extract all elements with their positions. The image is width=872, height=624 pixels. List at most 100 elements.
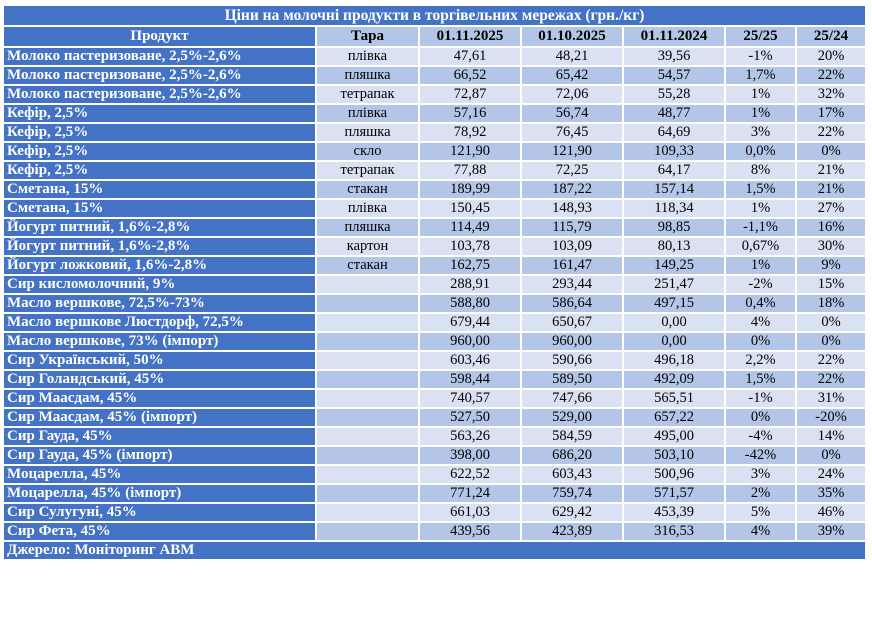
value-cell: 657,22 bbox=[622, 407, 726, 428]
value-cell: 759,74 bbox=[520, 483, 624, 504]
product-cell: Кефір, 2,5% bbox=[2, 141, 317, 162]
value-cell: -42% bbox=[724, 445, 797, 466]
product-cell: Сир Гауда, 45% (імпорт) bbox=[2, 445, 317, 466]
table-row: Моцарелла, 45% 622,52 603,43 500,96 3% 24% bbox=[2, 464, 868, 485]
value-cell: 148,93 bbox=[520, 198, 624, 219]
column-header-6: 25/24 bbox=[794, 25, 868, 48]
value-cell bbox=[315, 464, 420, 485]
value-cell: 589,50 bbox=[520, 369, 624, 390]
column-header-3: 01.10.2025 bbox=[520, 25, 624, 48]
product-cell: Йогурт питний, 1,6%-2,8% bbox=[2, 217, 317, 238]
product-cell: Масло вершкове Люстдорф, 72,5% bbox=[2, 312, 317, 333]
value-cell: 103,78 bbox=[418, 236, 522, 257]
value-cell bbox=[315, 407, 420, 428]
product-cell: Молоко пастеризоване, 2,5%-2,6% bbox=[2, 46, 317, 67]
value-cell bbox=[315, 369, 420, 390]
value-cell bbox=[315, 483, 420, 504]
value-cell: 423,89 bbox=[520, 521, 624, 542]
value-cell: 14% bbox=[794, 426, 868, 447]
value-cell: 15% bbox=[794, 274, 868, 295]
value-cell: 39% bbox=[794, 521, 868, 542]
table-row: Моцарелла, 45% (імпорт) 771,24 759,74 571,5… bbox=[2, 483, 868, 504]
product-cell: Сметана, 15% bbox=[2, 179, 317, 200]
value-cell: 288,91 bbox=[418, 274, 522, 295]
value-cell: 55,28 bbox=[622, 84, 726, 105]
product-cell: Кефір, 2,5% bbox=[2, 122, 317, 143]
value-cell: 740,57 bbox=[418, 388, 522, 409]
value-cell: 1% bbox=[724, 84, 797, 105]
value-cell: 0,00 bbox=[622, 331, 726, 352]
value-cell: плівка bbox=[315, 46, 420, 67]
value-cell: 161,47 bbox=[520, 255, 624, 276]
value-cell: 0,67% bbox=[724, 236, 797, 257]
value-cell: 121,90 bbox=[520, 141, 624, 162]
value-cell: 398,00 bbox=[418, 445, 522, 466]
column-header-5: 25/25 bbox=[724, 25, 797, 48]
value-cell: 47,61 bbox=[418, 46, 522, 67]
value-cell: 0% bbox=[794, 331, 868, 352]
table-row: Сир Український, 50% 603,46 590,66 496,18 2,… bbox=[2, 350, 868, 371]
table-row: Молоко пастеризоване, 2,5%-2,6% плівка 47,… bbox=[2, 46, 868, 67]
value-cell: 66,52 bbox=[418, 65, 522, 86]
value-cell: 0% bbox=[794, 312, 868, 333]
value-cell: 527,50 bbox=[418, 407, 522, 428]
product-cell: Молоко пастеризоване, 2,5%-2,6% bbox=[2, 84, 317, 105]
value-cell: 72,25 bbox=[520, 160, 624, 181]
value-cell: 4% bbox=[724, 312, 797, 333]
table-row: Молоко пастеризоване, 2,5%-2,6% тетрапак 7… bbox=[2, 84, 868, 105]
value-cell: 679,44 bbox=[418, 312, 522, 333]
value-cell: 65,42 bbox=[520, 65, 624, 86]
value-cell: 64,17 bbox=[622, 160, 726, 181]
table-row: Масло вершкове, 73% (імпорт) 960,00 960,00… bbox=[2, 331, 868, 352]
value-cell: 22% bbox=[794, 65, 868, 86]
table-row: Йогурт ложковий, 1,6%-2,8% стакан 162,75 16… bbox=[2, 255, 868, 276]
value-cell: 157,14 bbox=[622, 179, 726, 200]
value-cell: 497,15 bbox=[622, 293, 726, 314]
value-cell: 495,00 bbox=[622, 426, 726, 447]
value-cell: 80,13 bbox=[622, 236, 726, 257]
value-cell: 598,44 bbox=[418, 369, 522, 390]
value-cell: 31% bbox=[794, 388, 868, 409]
value-cell: 1,5% bbox=[724, 179, 797, 200]
value-cell: тетрапак bbox=[315, 160, 420, 181]
value-cell: стакан bbox=[315, 179, 420, 200]
value-cell: пляшка bbox=[315, 217, 420, 238]
table-row: Кефір, 2,5% тетрапак 77,88 72,25 64,17 8% 21% bbox=[2, 160, 868, 181]
value-cell: 529,00 bbox=[520, 407, 624, 428]
value-cell: 77,88 bbox=[418, 160, 522, 181]
value-cell: 39,56 bbox=[622, 46, 726, 67]
value-cell: -1% bbox=[724, 388, 797, 409]
source-row: Джерело: Моніторинг АВМ bbox=[1, 540, 868, 561]
product-cell: Йогурт ложковий, 1,6%-2,8% bbox=[2, 255, 317, 276]
value-cell: 571,57 bbox=[622, 483, 726, 504]
table-body: Молоко пастеризоване, 2,5%-2,6% плівка 47,… bbox=[2, 46, 868, 542]
value-cell: 22% bbox=[794, 369, 868, 390]
table-row: Сир Сулугуні, 45% 661,03 629,42 453,39 5% 46% bbox=[2, 502, 868, 523]
title-row: Ціни на молочні продукти в торгівельних … bbox=[1, 4, 868, 27]
value-cell: 622,52 bbox=[418, 464, 522, 485]
product-cell: Масло вершкове, 72,5%-73% bbox=[2, 293, 317, 314]
value-cell: 20% bbox=[794, 46, 868, 67]
product-cell: Моцарелла, 45% (імпорт) bbox=[2, 483, 317, 504]
value-cell: 453,39 bbox=[622, 502, 726, 523]
table-row: Кефір, 2,5% пляшка 78,92 76,45 64,69 3% 22% bbox=[2, 122, 868, 143]
value-cell: 187,22 bbox=[520, 179, 624, 200]
value-cell bbox=[315, 388, 420, 409]
value-cell: 98,85 bbox=[622, 217, 726, 238]
product-cell: Кефір, 2,5% bbox=[2, 160, 317, 181]
value-cell: 439,56 bbox=[418, 521, 522, 542]
value-cell: 1,7% bbox=[724, 65, 797, 86]
table-row: Сир Маасдам, 45% (імпорт) 527,50 529,00 657… bbox=[2, 407, 868, 428]
value-cell: 1% bbox=[724, 255, 797, 276]
value-cell: картон bbox=[315, 236, 420, 257]
table-row: Сир Фета, 45% 439,56 423,89 316,53 4% 39% bbox=[2, 521, 868, 542]
value-cell: 492,09 bbox=[622, 369, 726, 390]
product-cell: Молоко пастеризоване, 2,5%-2,6% bbox=[2, 65, 317, 86]
value-cell: 21% bbox=[794, 179, 868, 200]
value-cell: -1% bbox=[724, 46, 797, 67]
value-cell: 603,46 bbox=[418, 350, 522, 371]
product-cell: Кефір, 2,5% bbox=[2, 103, 317, 124]
value-cell: 565,51 bbox=[622, 388, 726, 409]
value-cell: 316,53 bbox=[622, 521, 726, 542]
value-cell: -1,1% bbox=[724, 217, 797, 238]
